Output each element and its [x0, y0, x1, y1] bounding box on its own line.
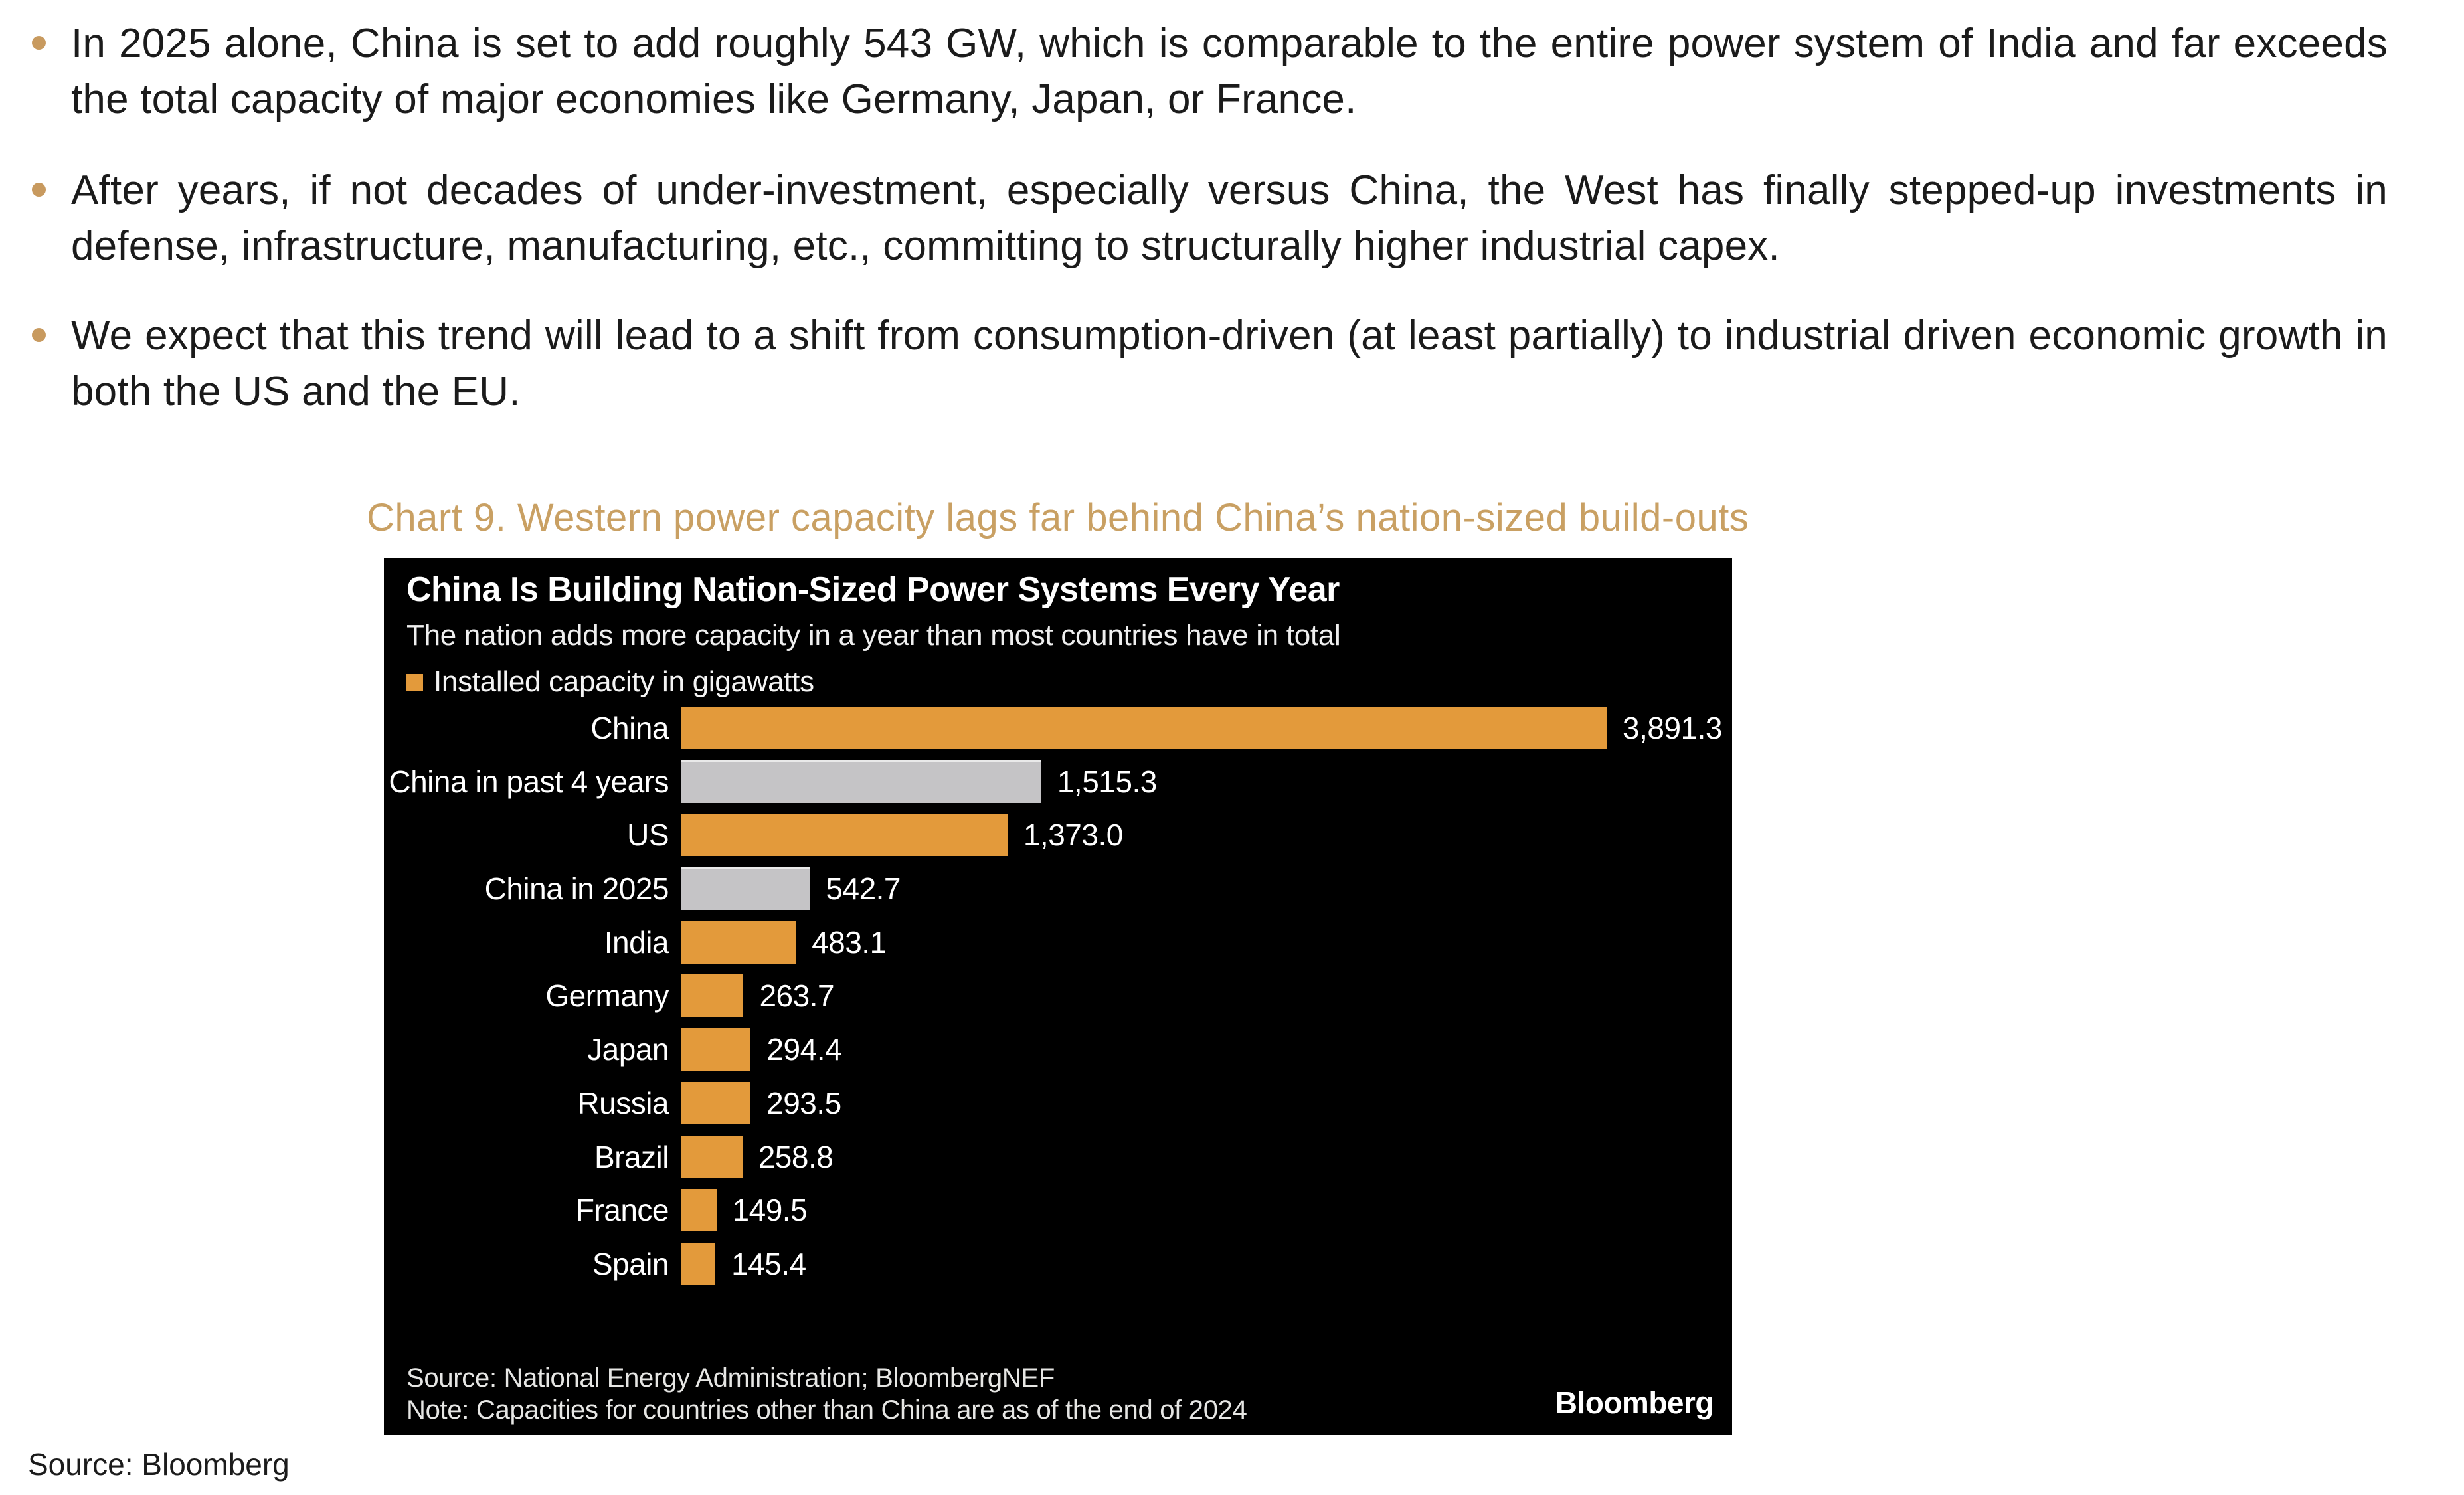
- bar-row: Spain 145.4: [384, 1242, 1732, 1285]
- bar-label: China in past 4 years: [389, 764, 669, 799]
- bar: [681, 1189, 717, 1232]
- bullet-dot-icon: [32, 183, 46, 197]
- axis-gap: [669, 1243, 681, 1285]
- bar-row: Russia 293.5: [384, 1081, 1732, 1124]
- bar: [681, 974, 744, 1017]
- bar-label: Russia: [577, 1085, 669, 1120]
- chart-legend: Installed capacity in gigawatts: [406, 665, 814, 699]
- bar-value: 1,373.0: [1023, 818, 1123, 853]
- bar-row: China in 2025 542.7: [384, 867, 1732, 911]
- bar: [681, 1135, 743, 1178]
- bar: [681, 707, 1607, 749]
- bar-label: Germany: [545, 978, 669, 1013]
- bar-value: 293.5: [766, 1085, 841, 1120]
- axis-gap: [669, 974, 681, 1017]
- chart-bars: China 3,891.3 China in past 4 years 1,515.3…: [384, 707, 1732, 1285]
- bar-value: 258.8: [758, 1139, 834, 1174]
- bullet-text: In 2025 alone, China is set to add rough…: [71, 21, 2388, 122]
- axis-gap: [669, 1028, 681, 1071]
- bar-label: China: [590, 711, 669, 745]
- bar-row: Brazil 258.8: [384, 1135, 1732, 1178]
- bar-label: China in 2025: [484, 871, 669, 907]
- bullet-text: After years, if not decades of under-inv…: [71, 167, 2388, 269]
- bar-row: Germany 263.7: [384, 974, 1732, 1017]
- bar: [681, 1081, 751, 1124]
- chart-source: Source: National Energy Administration; …: [406, 1363, 1055, 1393]
- axis-gap: [669, 814, 681, 856]
- chart-subtitle: The nation adds more capacity in a year …: [406, 619, 1341, 652]
- bullet-dot-icon: [32, 328, 46, 342]
- chart-source-block: Source: National Energy Administration; …: [406, 1362, 1247, 1426]
- axis-gap: [669, 867, 681, 910]
- bar-label: US: [627, 818, 669, 853]
- axis-gap: [669, 921, 681, 964]
- bar: [681, 921, 796, 964]
- bloomberg-logo: Bloomberg: [1555, 1385, 1714, 1420]
- bar-value: 1,515.3: [1057, 764, 1157, 799]
- bullet-text: We expect that this trend will lead to a…: [71, 313, 2388, 414]
- legend-swatch-icon: [406, 673, 423, 691]
- bar-value: 483.1: [812, 924, 887, 960]
- bar-label: Spain: [592, 1246, 669, 1281]
- bullet-dot-icon: [32, 36, 46, 50]
- bar-label: Brazil: [594, 1139, 669, 1174]
- bar-row: India 483.1: [384, 921, 1732, 964]
- bar-row: Japan 294.4: [384, 1028, 1732, 1071]
- axis-gap: [669, 707, 681, 749]
- bar-value: 294.4: [766, 1032, 842, 1067]
- axis-gap: [669, 1082, 681, 1124]
- bar-row: China in past 4 years 1,515.3: [384, 760, 1732, 803]
- page-source: Source: Bloomberg: [28, 1447, 290, 1482]
- axis-gap: [669, 1136, 681, 1178]
- figure-heading: Chart 9. Western power capacity lags far…: [367, 496, 1749, 539]
- bar-label: India: [604, 924, 669, 960]
- bar: [681, 760, 1041, 803]
- legend-label: Installed capacity in gigawatts: [434, 665, 814, 698]
- bar-label: France: [575, 1193, 669, 1228]
- chart-title: China Is Building Nation-Sized Power Sys…: [406, 571, 1340, 609]
- bloomberg-chart: China Is Building Nation-Sized Power Sys…: [384, 558, 1732, 1435]
- axis-gap: [669, 760, 681, 803]
- bar-value: 149.5: [732, 1193, 808, 1228]
- bar: [681, 814, 1008, 857]
- bar: [681, 867, 810, 911]
- bar-value: 145.4: [731, 1246, 806, 1281]
- bar: [681, 1028, 751, 1071]
- bar-row: US 1,373.0: [384, 814, 1732, 857]
- bar-label: Japan: [587, 1032, 669, 1067]
- bar-row: France 149.5: [384, 1189, 1732, 1232]
- bar-row: China 3,891.3: [384, 707, 1732, 749]
- axis-gap: [669, 1189, 681, 1231]
- bar-value: 542.7: [826, 871, 901, 907]
- bar-value: 3,891.3: [1623, 711, 1722, 745]
- chart-note: Note: Capacities for countries other tha…: [406, 1395, 1247, 1425]
- bar-value: 263.7: [759, 978, 835, 1013]
- bar: [681, 1242, 716, 1285]
